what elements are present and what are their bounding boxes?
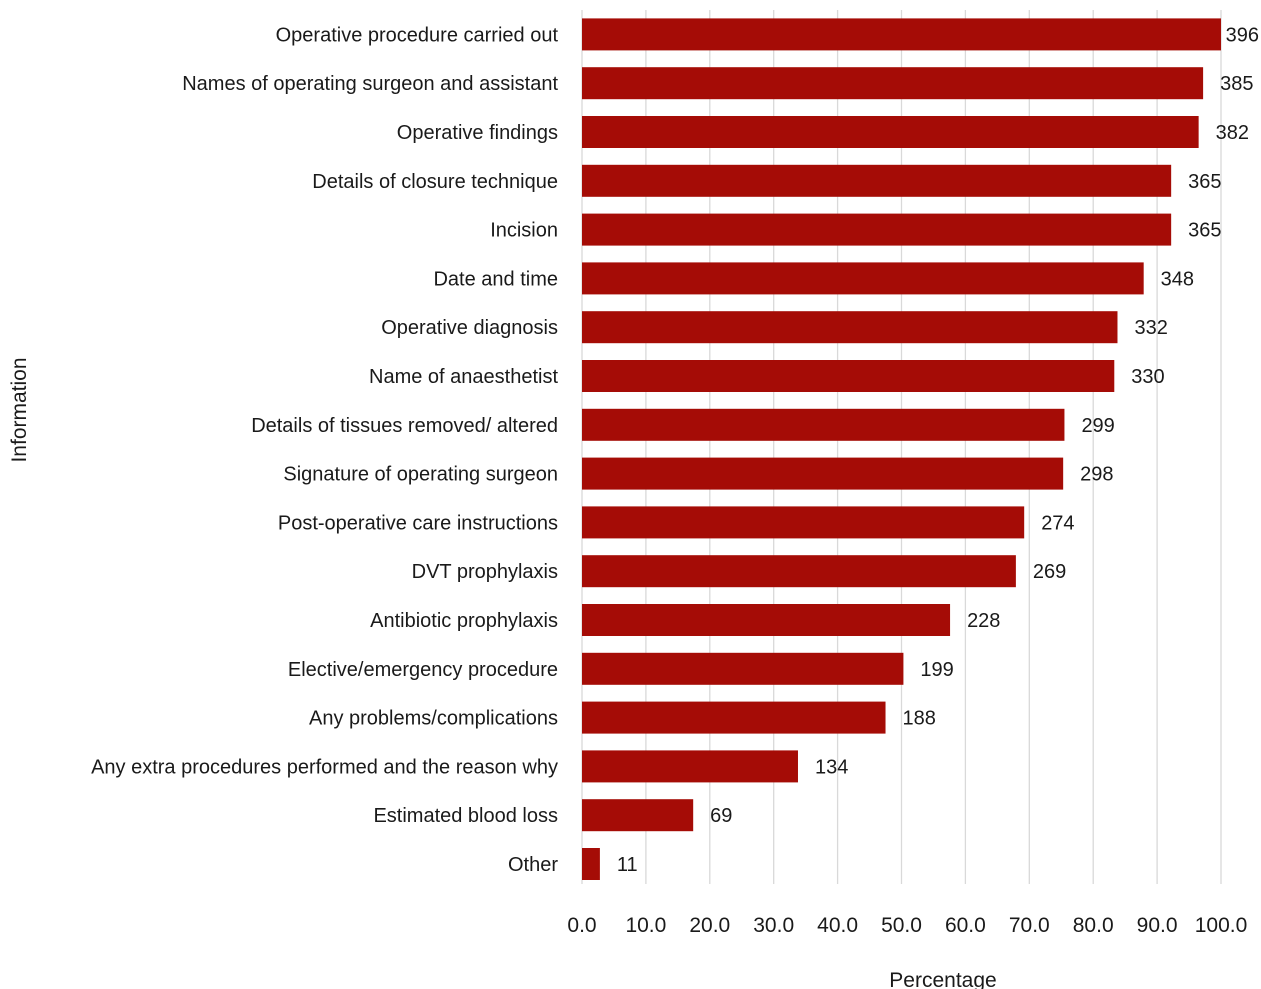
x-tick-label: 0.0 (567, 914, 596, 937)
bar (582, 18, 1221, 51)
x-tick-label: 30.0 (753, 914, 794, 937)
bar (582, 67, 1204, 100)
category-label: Estimated blood loss (373, 805, 558, 827)
x-axis-title: Percentage (889, 969, 996, 989)
bar (582, 262, 1144, 295)
x-tick-label: 80.0 (1073, 914, 1114, 937)
category-label: Operative findings (397, 122, 558, 144)
data-label: 188 (903, 708, 936, 730)
category-label: Operative diagnosis (381, 317, 558, 339)
bar (582, 213, 1172, 246)
bar (582, 848, 600, 880)
data-label: 299 (1081, 415, 1114, 437)
x-tick-label: 70.0 (1009, 914, 1050, 937)
category-label: Details of closure technique (312, 171, 558, 193)
data-label: 199 (920, 659, 953, 681)
bar (582, 506, 1025, 539)
x-tick-label: 10.0 (625, 914, 666, 937)
category-label: Any extra procedures performed and the r… (91, 756, 558, 778)
data-labels: 396 385 382 365 365 348 332 330 299 298 274 269 228 1… (617, 24, 1259, 876)
x-tick-label: 100.0 (1195, 914, 1248, 937)
bar (582, 311, 1118, 344)
x-tick-label: 20.0 (689, 914, 730, 937)
bar (582, 652, 904, 685)
data-label: 298 (1080, 464, 1113, 486)
data-label: 332 (1134, 317, 1167, 339)
data-label: 228 (967, 610, 1000, 632)
category-label: Signature of operating surgeon (283, 464, 558, 486)
bar (582, 360, 1115, 392)
category-labels: Operative procedure carried out Names of … (91, 24, 558, 876)
bar (582, 116, 1199, 148)
category-label: Names of operating surgeon and assistant (182, 73, 558, 95)
data-label: 382 (1216, 122, 1249, 144)
x-tick-label: 60.0 (945, 914, 986, 937)
category-label: Operative procedure carried out (276, 24, 559, 46)
data-label: 365 (1188, 171, 1221, 193)
bars (582, 18, 1221, 880)
bar (582, 555, 1016, 588)
bar (582, 408, 1065, 441)
data-label: 274 (1041, 512, 1074, 534)
category-label: Name of anaesthetist (369, 366, 558, 388)
category-label: DVT prophylaxis (412, 561, 558, 583)
data-label: 396 (1226, 24, 1259, 46)
category-label: Other (508, 854, 558, 876)
x-tick-label: 50.0 (881, 914, 922, 937)
category-label: Date and time (433, 268, 558, 290)
bar (582, 701, 886, 734)
data-label: 69 (710, 805, 732, 827)
x-tick-label: 90.0 (1137, 914, 1178, 937)
category-label: Incision (490, 220, 558, 242)
data-label: 134 (815, 756, 848, 778)
bar (582, 164, 1172, 197)
data-label: 365 (1188, 220, 1221, 242)
category-label: Post-operative care instructions (278, 512, 558, 534)
data-label: 330 (1131, 366, 1164, 388)
x-tick-labels: 0.0 10.0 20.0 30.0 40.0 50.0 60.0 70.0 80.0 90.0 1… (567, 914, 1247, 937)
bar (582, 604, 951, 636)
data-label: 269 (1033, 561, 1066, 583)
data-label: 385 (1220, 73, 1253, 95)
category-label: Details of tissues removed/ altered (251, 415, 558, 437)
bar (582, 750, 798, 783)
grid-lines (581, 10, 1222, 884)
y-axis-title: Information (8, 357, 31, 462)
x-tick-label: 40.0 (817, 914, 858, 937)
data-label: 11 (617, 854, 638, 876)
bar (582, 457, 1064, 490)
bar (582, 799, 694, 832)
category-label: Antibiotic prophylaxis (370, 610, 558, 632)
category-label: Elective/emergency procedure (288, 659, 558, 681)
category-label: Any problems/complications (309, 708, 558, 730)
data-label: 348 (1161, 268, 1194, 290)
